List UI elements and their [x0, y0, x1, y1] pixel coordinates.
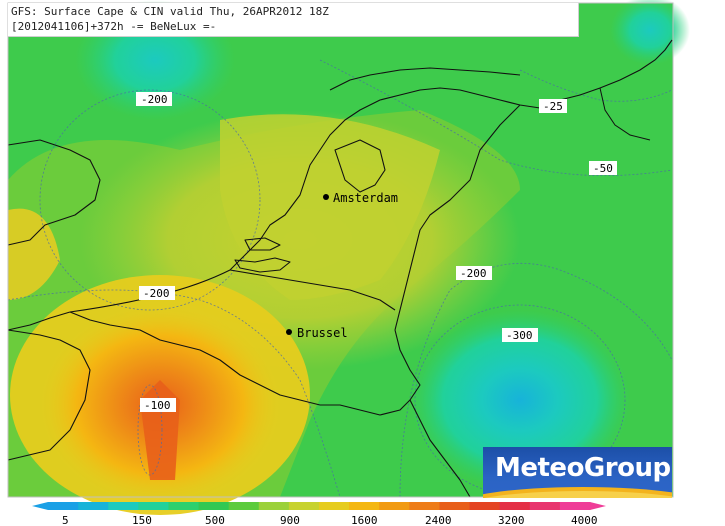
colorbar-arrow-high [590, 502, 606, 510]
cin-label: -300 [506, 329, 533, 342]
cin-contour [137, 384, 163, 476]
colorbar-segment [379, 502, 410, 510]
map-title: GFS: Surface Cape & CIN valid Thu, 26APR… [11, 5, 329, 18]
colorbar-arrow-low [32, 502, 48, 510]
colorbar-segment [228, 502, 260, 510]
map-header: GFS: Surface Cape & CIN valid Thu, 26APR… [8, 3, 579, 37]
colorbar-tick-label: 1600 [351, 514, 378, 526]
ijsselmeer [334, 139, 386, 193]
frisian-islands [329, 67, 521, 91]
map-run-info: [2012041106]+372h -= BeNeLux =- [11, 20, 217, 33]
zeeland-islands [244, 237, 281, 251]
colorbar-segment [48, 502, 79, 510]
cin-label: -200 [143, 287, 170, 300]
city-marker-brussel [286, 329, 292, 335]
meteogroup-logo: MeteoGroup [483, 447, 672, 498]
city-label-amsterdam: Amsterdam [333, 191, 398, 205]
zeeland-islands [234, 257, 291, 273]
cin-label: -200 [460, 267, 487, 280]
de-coast-east [559, 39, 673, 101]
cin-contour [519, 69, 673, 102]
colorbar-tick-label: 4000 [571, 514, 598, 526]
colorbar-segment [559, 502, 591, 510]
cin-label: -200 [141, 93, 168, 106]
colorbar-tick-label: 3200 [498, 514, 525, 526]
city-marker-amsterdam [323, 194, 329, 200]
colorbar-segment [409, 502, 440, 510]
nl-de-border [394, 104, 521, 331]
colorbar-tick-label: 150 [132, 514, 152, 526]
colorbar-tick-label: 2400 [425, 514, 452, 526]
cin-label: -50 [593, 162, 613, 175]
uk-coast [7, 139, 101, 246]
city-label-brussel: Brussel [297, 326, 348, 340]
colorbar-tick-label: 5 [62, 514, 69, 526]
colorbar-segment [499, 502, 531, 510]
colorbar-segment [469, 502, 501, 510]
colorbar-segment [288, 502, 320, 510]
cin-label: -100 [144, 399, 171, 412]
de-coast-east-2 [599, 87, 651, 141]
cin-label: -25 [543, 100, 563, 113]
logo-arc-highlight [483, 491, 672, 498]
colorbar [32, 502, 606, 510]
logo-text: MeteoGroup [495, 453, 671, 483]
lux-border [320, 329, 421, 416]
colorbar-segment [108, 502, 139, 510]
cin-contour [319, 59, 673, 177]
colorbar-segment [319, 502, 350, 510]
be-fr-border [69, 311, 321, 406]
colorbar-tick-label: 500 [205, 514, 225, 526]
colorbar-segment [138, 502, 169, 510]
cin-contour [7, 289, 341, 498]
colorbar-segment [198, 502, 230, 510]
fr-coast-west [7, 329, 91, 461]
be-nl-border [229, 269, 396, 311]
colorbar-segment [439, 502, 471, 510]
uk-coast-south [7, 311, 71, 331]
colorbar-segment [349, 502, 380, 510]
colorbar-segment [78, 502, 109, 510]
colorbar-segment [258, 502, 290, 510]
cin-contour [399, 262, 673, 498]
cin-contour [39, 89, 261, 311]
colorbar-segment [168, 502, 200, 510]
colorbar-segment [529, 502, 561, 510]
nl-be-coast [69, 87, 561, 313]
de-fr-border [409, 399, 471, 498]
colorbar-tick-label: 900 [280, 514, 300, 526]
